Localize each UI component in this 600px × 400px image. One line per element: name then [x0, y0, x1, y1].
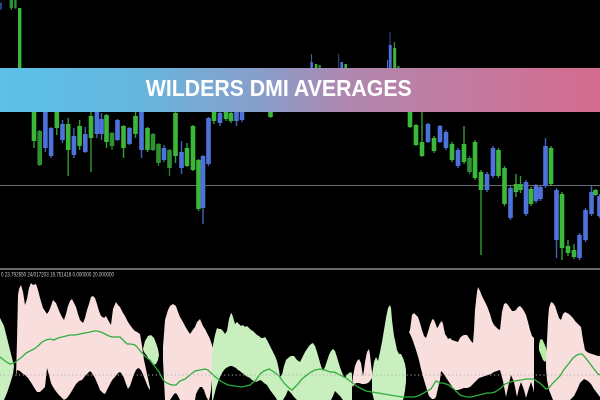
svg-text:0 23.792650 24/017203 19.75141: 0 23.792650 24/017203 19.751416 0.000000… — [1, 273, 114, 279]
